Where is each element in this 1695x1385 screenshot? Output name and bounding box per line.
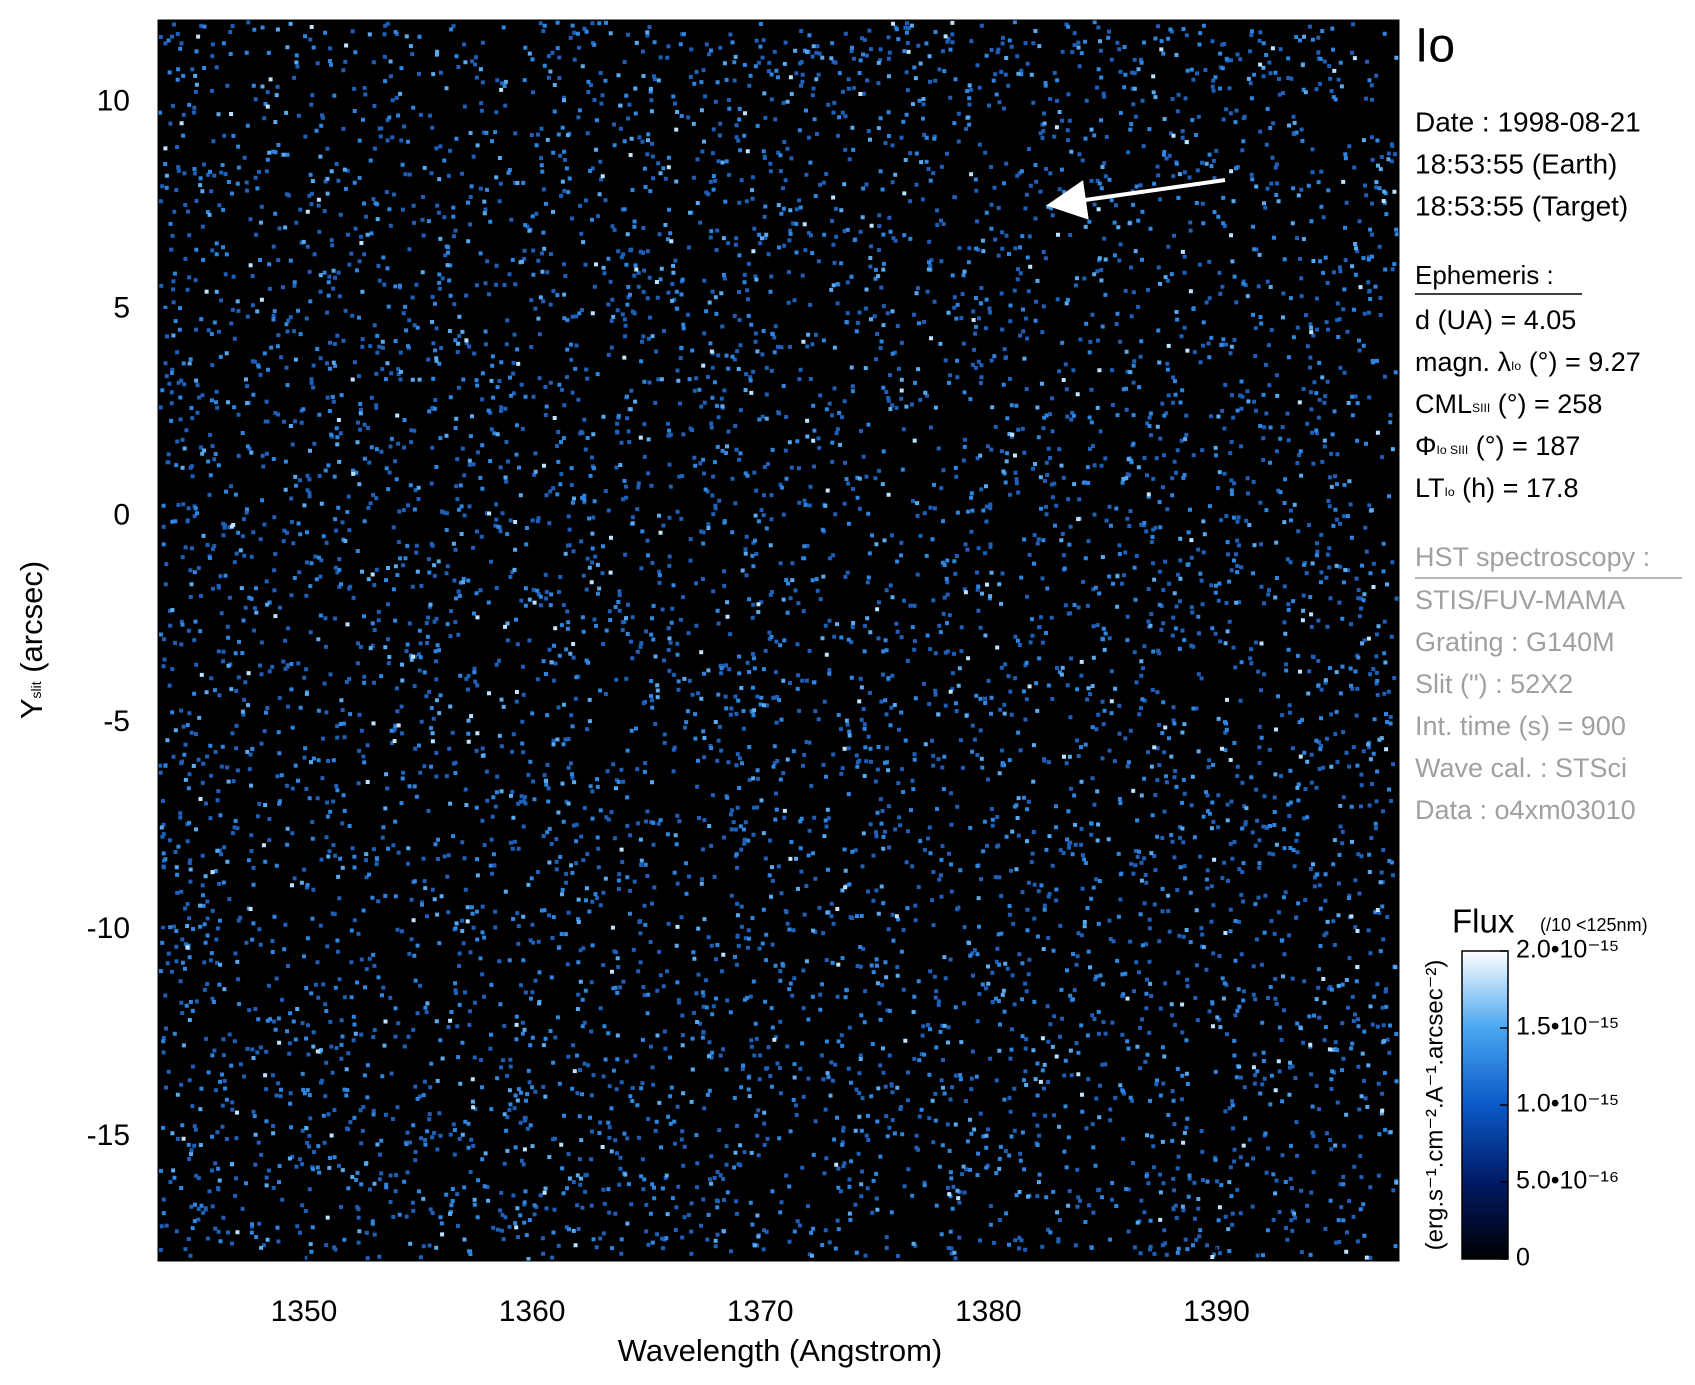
text-part: magn. λ [1415,347,1512,377]
instrument-line: Data : o4xm03010 [1415,795,1636,825]
colorbar-tick-label: 5.0•10⁻¹⁶ [1516,1167,1619,1195]
y-tick-label: 10 [97,85,130,118]
colorbar-tick-label: 2.0•10⁻¹⁵ [1516,936,1619,964]
text-part: Φ [1415,431,1437,461]
colorbar-note: (/10 <125nm) [1540,915,1648,935]
colorbar-tick-label: 1.5•10⁻¹⁵ [1516,1013,1619,1041]
text-part: (°) = 9.27 [1521,347,1641,377]
y-tick-label: -10 [87,912,130,945]
arrow-annotation [1046,178,1226,220]
subscript: Io [1445,485,1455,499]
ephemeris-line: LTIo (h) = 17.8 [1415,473,1578,503]
date-line: Date : 1998-08-21 [1415,106,1641,137]
subscript: Io [1511,359,1521,373]
text-part: CML [1415,389,1472,419]
instrument-line: Wave cal. : STSci [1415,753,1627,783]
y-tick-label: -15 [87,1119,130,1152]
text-part: d (UA) = 4.05 [1415,305,1576,335]
y-tick-label: 0 [113,498,130,531]
text-part: (arcsec) [14,561,49,682]
ephemeris-line: ΦIo SIII (°) = 187 [1415,431,1580,461]
instrument-line: Grating : G140M [1415,627,1615,657]
text-part: (h) = 17.8 [1455,473,1579,503]
x-tick-label: 1390 [1183,1295,1250,1328]
text-part: Y [14,698,49,719]
ephemeris-line: d (UA) = 4.05 [1415,305,1576,335]
colorbar-title: Flux [1452,903,1515,940]
colorbar-tick-label: 0 [1516,1244,1530,1272]
instrument-line: STIS/FUV-MAMA [1415,585,1625,615]
y-axis-label: Yslit (arcsec) [14,561,49,719]
colorbar-tick-label: 1.0•10⁻¹⁵ [1516,1090,1619,1118]
text-part: (°) = 187 [1468,431,1580,461]
ephemeris-line: CMLSIII (°) = 258 [1415,389,1602,419]
y-tick-label: -5 [103,705,130,738]
colorbar-label: (erg.s⁻¹.cm⁻².A⁻¹.arcsec⁻²) [1421,960,1448,1251]
x-tick-label: 1380 [955,1295,1022,1328]
subscript: Io SIII [1437,443,1469,457]
instrument-line: Slit (") : 52X2 [1415,669,1573,699]
subscript: SIII [1472,401,1490,415]
subscript: slit [28,681,44,698]
ephemeris-line: magn. λIo (°) = 9.27 [1415,347,1641,377]
info-panel: Date : 1998-08-21 18:53:55 (Earth) 18:53:5… [1415,106,1682,825]
plot-area [158,20,1399,1261]
date-line: 18:53:55 (Earth) [1415,148,1617,179]
x-axis-label: Wavelength (Angstrom) [618,1333,942,1368]
instrument-line: Int. time (s) = 900 [1415,711,1626,741]
text-part: (°) = 258 [1490,389,1602,419]
x-tick-label: 1360 [499,1295,566,1328]
x-tick-label: 1370 [727,1295,794,1328]
text-part: LT [1415,473,1445,503]
y-tick-label: 5 [113,291,130,324]
plot-frame [157,19,1400,1262]
date-line: 18:53:55 (Target) [1415,190,1628,221]
instrument-title: HST spectroscopy : [1415,542,1650,572]
x-tick-label: 1350 [271,1295,338,1328]
ephemeris-title: Ephemeris : [1415,260,1554,290]
target-name: Io [1415,20,1455,73]
